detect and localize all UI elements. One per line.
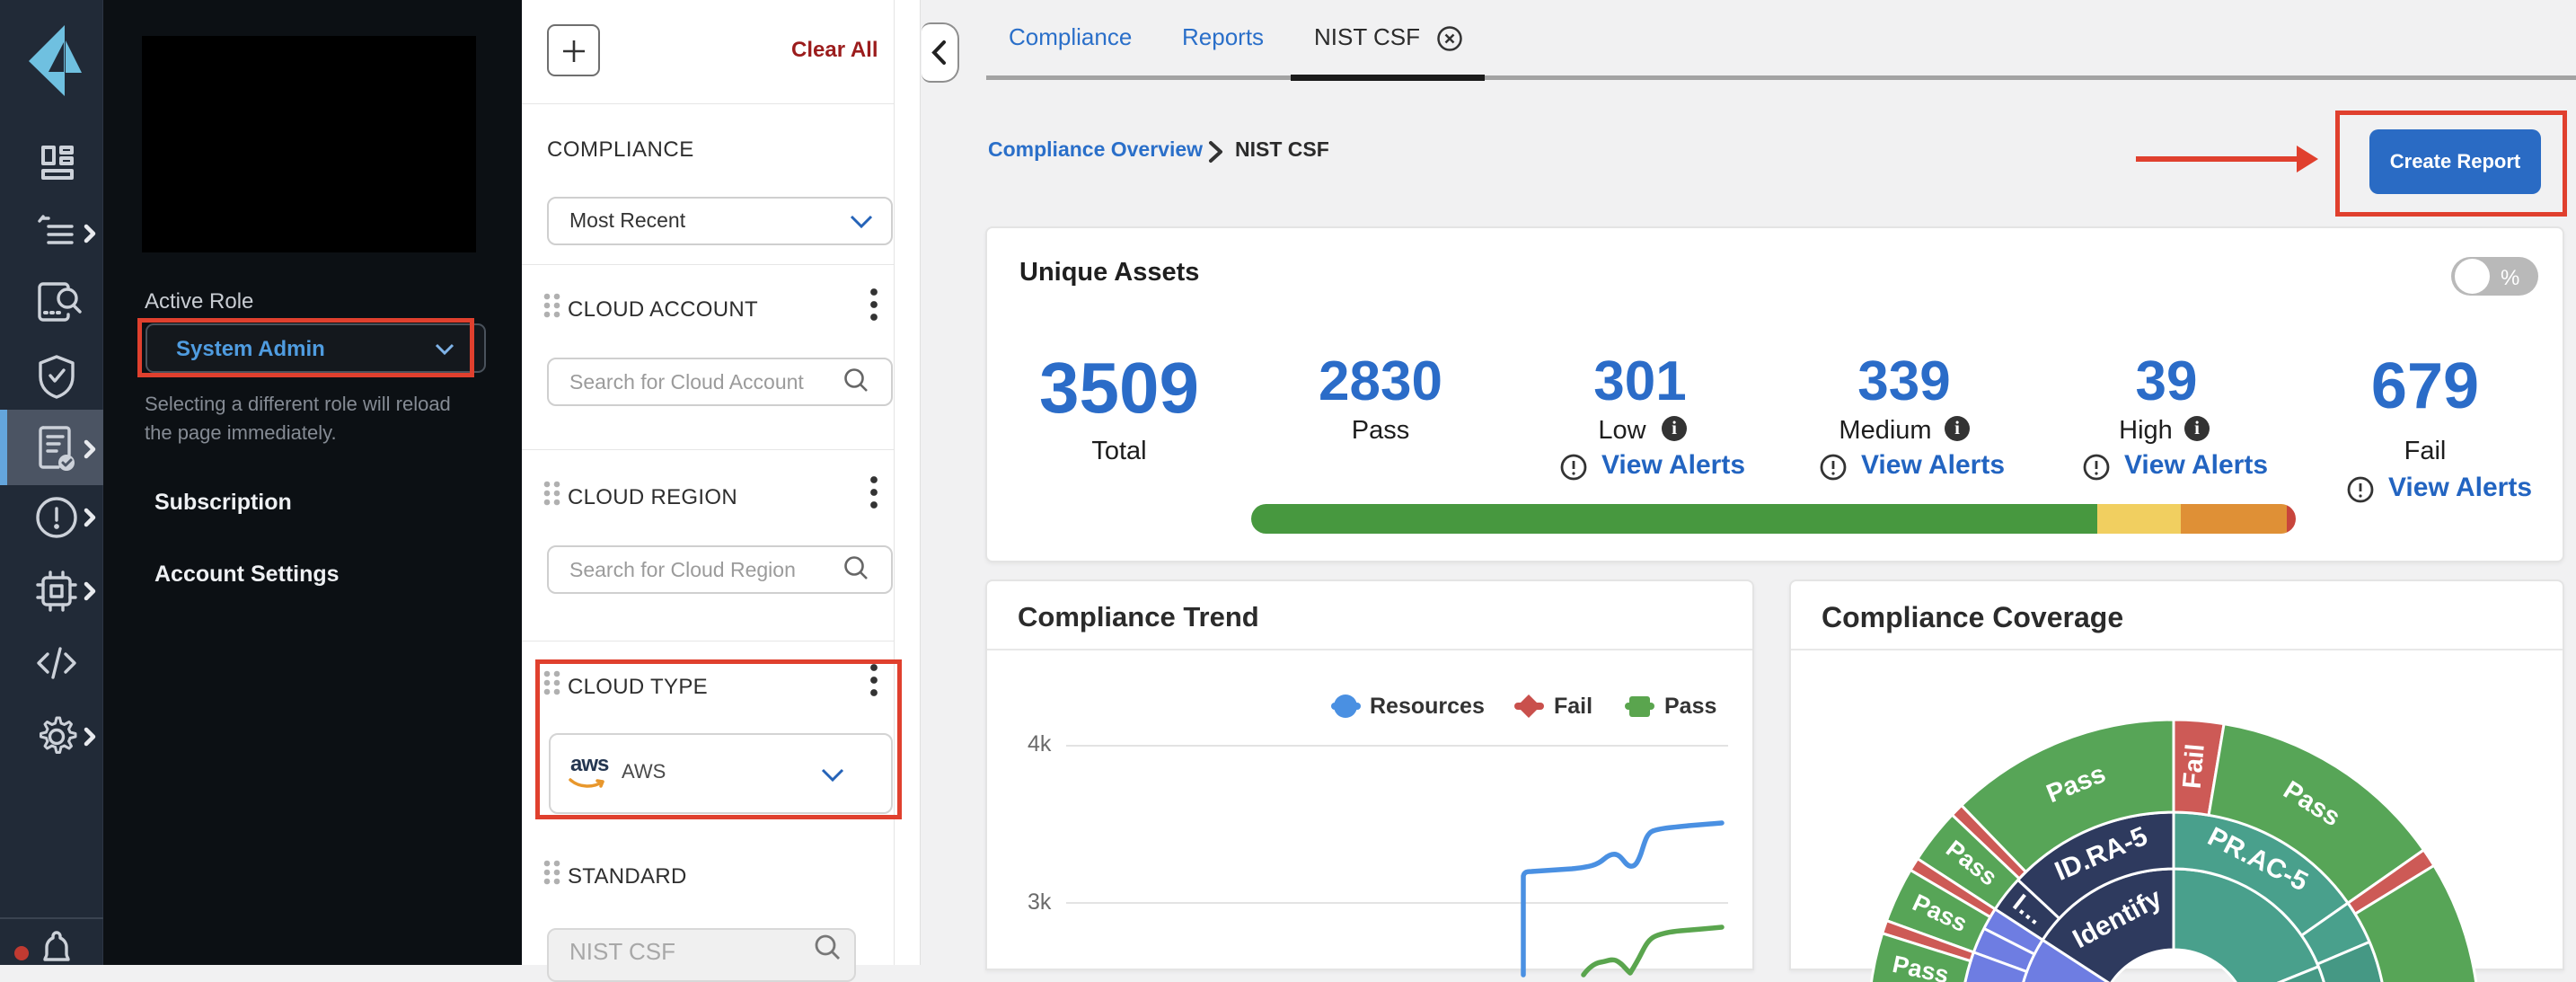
svg-text:Fail: Fail (2178, 743, 2210, 791)
svg-text:i: i (1954, 417, 1960, 438)
svg-text:i: i (2194, 417, 2200, 438)
svg-text:i: i (1672, 417, 1677, 438)
